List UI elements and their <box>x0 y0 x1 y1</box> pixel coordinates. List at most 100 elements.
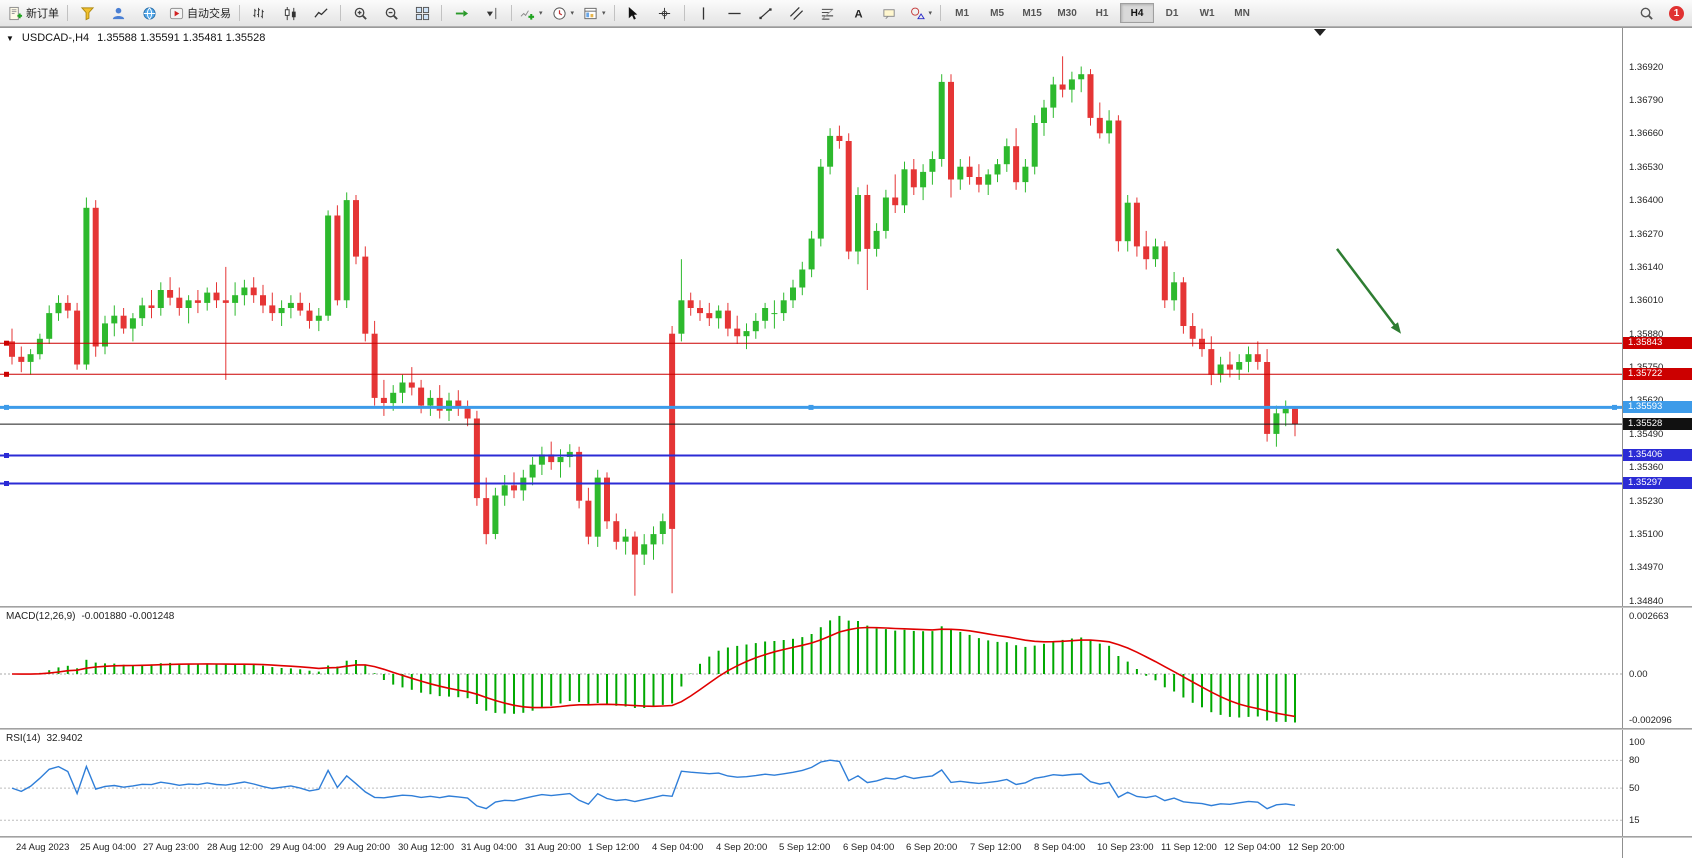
tf-mn[interactable]: MN <box>1234 7 1250 19</box>
zoom-out-button[interactable] <box>376 2 406 24</box>
candle <box>706 302 713 326</box>
candle <box>269 292 276 321</box>
support-line-selected[interactable] <box>0 404 1622 410</box>
candle <box>343 192 350 308</box>
fibo-icon <box>820 6 835 21</box>
vertical-line-button[interactable] <box>689 2 719 24</box>
rsi-panel[interactable]: RSI(14) 32.9402 <box>0 730 1622 836</box>
tf-m15[interactable]: M15 <box>1022 7 1042 19</box>
text-label-button[interactable] <box>875 2 905 24</box>
macd-panel[interactable]: MACD(12,26,9) -0.001880 -0.001248 <box>0 608 1622 728</box>
tf-d1[interactable]: D1 <box>1165 7 1179 19</box>
templates-button[interactable]: ▾ <box>579 2 610 24</box>
chart-shift-marker[interactable] <box>1314 29 1326 36</box>
price-chart-panel[interactable]: ▼ USDCAD-,H4 1.35588 1.35591 1.35481 1.3… <box>0 28 1622 606</box>
candle <box>185 295 192 324</box>
price-tick: 1.35490 <box>1629 429 1664 440</box>
shapes-icon <box>910 6 925 21</box>
price-badge-1.35593: 1.35593 <box>1623 401 1692 413</box>
time-tick: 30 Aug 12:00 <box>398 842 454 853</box>
candle <box>83 197 90 370</box>
navigator-button[interactable] <box>103 2 133 24</box>
candle <box>1189 313 1196 347</box>
support-line-3[interactable] <box>0 481 1622 486</box>
price-tick: 1.35620 <box>1629 395 1663 406</box>
time-tick: 7 Sep 12:00 <box>970 842 1022 853</box>
candle <box>157 282 164 316</box>
tf-h4[interactable]: H4 <box>1120 3 1155 23</box>
text-button[interactable]: A <box>844 2 874 24</box>
time-tick: 10 Sep 23:00 <box>1097 842 1154 853</box>
candle <box>882 189 889 239</box>
bar-chart-button[interactable] <box>244 2 274 24</box>
panel-separator[interactable] <box>0 606 1692 608</box>
line-handle[interactable] <box>808 404 814 410</box>
candle <box>455 390 462 416</box>
line-handle[interactable] <box>4 453 9 458</box>
tile-windows-button[interactable] <box>407 2 437 24</box>
support-line-2[interactable] <box>0 453 1622 458</box>
line-handle[interactable] <box>1612 404 1617 410</box>
autotrading-button[interactable]: 自动交易 <box>165 2 235 24</box>
price-chart-canvas[interactable] <box>0 28 1622 606</box>
line-handle[interactable] <box>4 404 9 410</box>
candles-icon <box>283 6 298 21</box>
resistance-line-1[interactable] <box>0 340 1622 346</box>
candle <box>36 333 43 360</box>
market-watch-button[interactable] <box>72 2 102 24</box>
line-chart-button[interactable] <box>306 2 336 24</box>
candle <box>241 279 248 306</box>
time-tick: 12 Sep 04:00 <box>1224 842 1281 853</box>
tile-icon <box>415 6 430 21</box>
line-handle[interactable] <box>4 481 9 486</box>
line-handle[interactable] <box>4 340 9 346</box>
tf-m30[interactable]: M30 <box>1057 7 1077 19</box>
candle <box>669 326 676 594</box>
chart-shift-button[interactable] <box>477 2 507 24</box>
price-badge-1.35406: 1.35406 <box>1623 449 1692 461</box>
candle <box>520 469 527 501</box>
notifications-badge[interactable]: 1 <box>1669 5 1684 21</box>
time-tick: 27 Aug 23:00 <box>143 842 199 853</box>
line-handle[interactable] <box>4 371 9 377</box>
community-button[interactable] <box>134 2 164 24</box>
toolbar-separator <box>239 5 240 21</box>
tf-h1[interactable]: H1 <box>1095 7 1109 19</box>
auto-scroll-button[interactable] <box>446 2 476 24</box>
panel-separator[interactable] <box>0 836 1692 838</box>
fibonacci-button[interactable] <box>813 2 843 24</box>
one-click-trading-toggle[interactable]: ▼ <box>6 33 14 43</box>
time-tick: 4 Sep 04:00 <box>652 842 704 853</box>
panel-separator[interactable] <box>0 728 1692 730</box>
cursor-button[interactable] <box>619 2 649 24</box>
candle <box>910 159 917 195</box>
trend-arrow[interactable] <box>1336 248 1401 334</box>
candle <box>715 305 722 329</box>
periods-button[interactable]: ▾ <box>548 2 579 24</box>
candle <box>362 246 369 342</box>
candle-chart-button[interactable] <box>275 2 305 24</box>
crosshair-button[interactable] <box>650 2 680 24</box>
trendline-button[interactable] <box>751 2 781 24</box>
tf-w1[interactable]: W1 <box>1199 7 1215 19</box>
candle <box>120 308 127 334</box>
new-order-button[interactable]: 新订单 <box>4 2 63 24</box>
candle <box>966 156 973 185</box>
time-tick: 12 Sep 20:00 <box>1288 842 1345 853</box>
zoom-in-button[interactable] <box>345 2 375 24</box>
tf-m1[interactable]: M1 <box>955 7 970 19</box>
candle <box>371 320 378 406</box>
chevron-down-icon: ▾ <box>602 10 606 17</box>
candle <box>306 302 313 329</box>
candle <box>873 223 880 257</box>
arrows-shapes-button[interactable]: ▾ <box>906 2 937 24</box>
label-icon <box>882 6 897 21</box>
search-button[interactable] <box>1631 2 1661 24</box>
tf-m5[interactable]: M5 <box>990 7 1005 19</box>
horizontal-line-button[interactable] <box>720 2 750 24</box>
channel-button[interactable] <box>782 2 812 24</box>
resistance-line-2[interactable] <box>0 371 1622 377</box>
rsi-tick: 100 <box>1629 737 1645 748</box>
rsi-line <box>11 759 1296 810</box>
indicators-button[interactable]: ▾ <box>516 2 547 24</box>
